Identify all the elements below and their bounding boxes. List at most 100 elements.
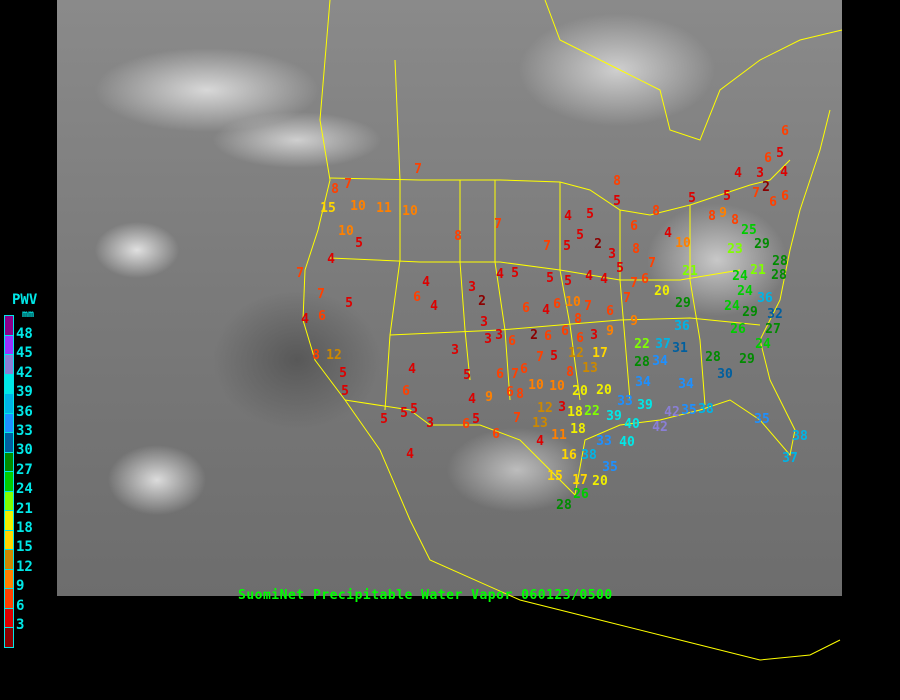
station-pwv-value: 6	[641, 272, 649, 287]
station-pwv-value: 2	[594, 237, 602, 252]
station-pwv-value: 5	[688, 191, 696, 206]
station-pwv-value: 6	[506, 385, 514, 400]
station-pwv-value: 5	[613, 194, 621, 209]
station-pwv-value: 9	[719, 206, 727, 221]
gulf-coastline	[574, 109, 831, 496]
station-pwv-value: 7	[630, 276, 638, 291]
station-pwv-value: 7	[296, 266, 304, 281]
state-lines-h1	[329, 257, 741, 281]
legend-swatch	[4, 627, 14, 648]
legend-label: 21	[16, 500, 33, 517]
station-pwv-value: 3	[451, 343, 459, 358]
station-pwv-value: 4	[536, 434, 544, 449]
station-pwv-value: 5	[339, 366, 347, 381]
station-pwv-value: 40	[619, 435, 635, 450]
station-pwv-value: 7	[414, 162, 422, 177]
station-pwv-value: 3	[558, 400, 566, 415]
station-pwv-value: 6	[553, 297, 561, 312]
station-pwv-value: 7	[543, 239, 551, 254]
station-pwv-value: 5	[723, 189, 731, 204]
station-pwv-value: 36	[757, 291, 773, 306]
station-pwv-value: 6	[492, 427, 500, 442]
station-pwv-value: 37	[655, 337, 671, 352]
west-coastline	[302, 0, 346, 401]
legend-label: 36	[16, 403, 33, 420]
station-pwv-value: 10	[528, 378, 544, 393]
station-pwv-value: 4	[734, 166, 742, 181]
station-pwv-value: 16	[561, 448, 577, 463]
station-pwv-value: 39	[637, 398, 653, 413]
station-pwv-value: 26	[730, 322, 746, 337]
us-canada-border	[329, 159, 791, 216]
legend-swatch	[4, 529, 14, 549]
station-pwv-value: 27	[765, 322, 781, 337]
political-borders	[302, 0, 843, 661]
station-pwv-value: 3	[484, 332, 492, 347]
legend-swatch	[4, 490, 14, 510]
station-pwv-value: 7	[752, 186, 760, 201]
station-pwv-value: 4	[564, 209, 572, 224]
station-pwv-value: 8	[516, 387, 524, 402]
station-pwv-value: 8	[708, 209, 716, 224]
station-pwv-value: 8	[613, 174, 621, 189]
station-pwv-value: 6	[544, 329, 552, 344]
us-mexico-border	[344, 399, 576, 496]
station-pwv-value: 10	[402, 204, 418, 219]
state-lines-v1	[384, 180, 401, 411]
legend-swatch	[4, 549, 14, 569]
legend-swatch	[4, 334, 14, 354]
station-pwv-value: 4	[422, 275, 430, 290]
station-pwv-value: 6	[496, 367, 504, 382]
station-pwv-value: 8	[566, 365, 574, 380]
station-pwv-value: 37	[782, 451, 798, 466]
legend-swatch	[4, 393, 14, 413]
map-title: SuomiNet Precipitable Water Vapor 060123…	[238, 588, 613, 603]
station-pwv-value: 6	[462, 417, 470, 432]
station-pwv-value: 30	[717, 367, 733, 382]
station-pwv-value: 5	[410, 402, 418, 417]
station-pwv-value: 8	[652, 204, 660, 219]
station-pwv-value: 7	[494, 217, 502, 232]
station-pwv-value: 7	[511, 367, 519, 382]
station-pwv-value: 10	[350, 199, 366, 214]
station-pwv-value: 24	[724, 299, 740, 314]
station-pwv-value: 17	[572, 473, 588, 488]
station-pwv-value: 5	[546, 271, 554, 286]
station-pwv-value: 4	[780, 165, 788, 180]
station-pwv-value: 6	[781, 124, 789, 139]
station-pwv-value: 7	[317, 287, 325, 302]
station-pwv-value: 2	[762, 180, 770, 195]
station-pwv-value: 5	[380, 412, 388, 427]
legend-label: 18	[16, 520, 33, 536]
station-pwv-value: 39	[606, 409, 622, 424]
station-pwv-value: 6	[561, 324, 569, 339]
station-pwv-value: 10	[565, 295, 581, 310]
station-pwv-value: 4	[585, 269, 593, 284]
station-pwv-value: 8	[574, 312, 582, 327]
station-pwv-value: 3	[495, 328, 503, 343]
station-pwv-value: 28	[634, 355, 650, 370]
station-pwv-value: 2	[478, 294, 486, 309]
station-pwv-value: 5	[511, 266, 519, 281]
station-pwv-value: 5	[550, 349, 558, 364]
legend-swatch	[4, 451, 14, 471]
legend-label: 48	[16, 326, 33, 342]
legend-swatch	[4, 354, 14, 374]
station-pwv-value: 4	[430, 299, 438, 314]
station-pwv-value: 5	[564, 274, 572, 289]
legend-label: 33	[16, 423, 33, 439]
station-pwv-value: 29	[754, 237, 770, 252]
station-pwv-value: 24	[737, 284, 753, 299]
legend-label: 3	[16, 617, 25, 633]
station-pwv-value: 13	[532, 416, 548, 431]
legend-label: 9	[16, 578, 25, 595]
legend-swatch	[4, 471, 14, 491]
station-pwv-value: 20	[592, 474, 608, 489]
station-pwv-value: 6	[764, 151, 772, 166]
legend-swatch	[4, 373, 14, 393]
station-pwv-value: 10	[675, 236, 691, 251]
station-pwv-value: 7	[536, 350, 544, 365]
station-pwv-value: 20	[572, 384, 588, 399]
station-pwv-value: 42	[664, 405, 680, 420]
